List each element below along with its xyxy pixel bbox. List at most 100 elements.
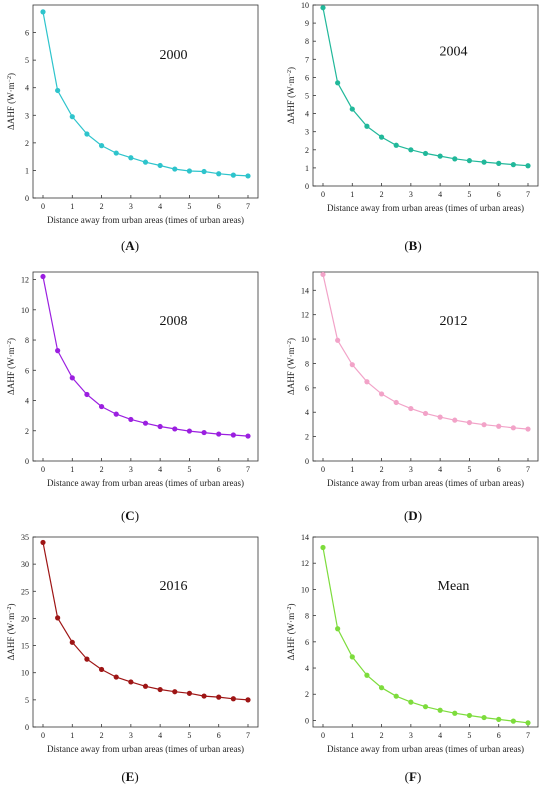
data-point <box>55 348 61 354</box>
data-point <box>437 414 443 420</box>
data-point <box>172 426 178 432</box>
y-tick-label: 3 <box>25 111 29 120</box>
data-point <box>393 142 399 148</box>
data-point <box>157 686 163 693</box>
x-tick-label: 6 <box>217 731 221 740</box>
y-tick-label: 35 <box>21 533 29 542</box>
plot-frame <box>312 536 539 728</box>
panel-annotation: 2000 <box>160 48 188 63</box>
y-tick-label: 10 <box>21 669 29 678</box>
panel-annotation: 2012 <box>440 314 468 329</box>
y-tick-label: 6 <box>305 73 309 82</box>
data-point <box>157 162 163 169</box>
data-point <box>422 704 429 710</box>
series-line <box>322 274 529 430</box>
data-point <box>172 166 178 172</box>
x-tick-label: 7 <box>526 190 530 199</box>
panel-annotation: 2008 <box>160 314 188 329</box>
x-tick-label: 6 <box>497 465 501 474</box>
x-tick-label: 1 <box>350 190 354 199</box>
series-line <box>42 542 249 701</box>
x-tick-label: 7 <box>526 731 530 740</box>
data-point <box>510 718 516 724</box>
plot-frame <box>312 271 539 462</box>
data-point <box>378 134 385 140</box>
x-tick-label: 1 <box>70 202 74 211</box>
panel-label: (B) <box>404 238 421 253</box>
y-tick-label: 4 <box>25 84 29 93</box>
data-point <box>40 273 46 280</box>
plot-frame <box>32 271 259 462</box>
data-point <box>422 410 429 417</box>
data-point <box>481 714 487 721</box>
panel-annotation: 2016 <box>160 579 188 594</box>
data-point <box>364 123 370 129</box>
x-tick-label: 3 <box>409 731 413 740</box>
x-tick-label: 5 <box>187 731 191 740</box>
data-point <box>525 720 531 726</box>
data-point <box>172 689 178 695</box>
data-point <box>378 685 385 691</box>
x-tick-label: 4 <box>438 731 442 740</box>
data-point <box>245 697 251 703</box>
x-tick-label: 4 <box>158 202 162 211</box>
x-tick-label: 5 <box>467 731 471 740</box>
x-tick-label: 0 <box>321 190 325 199</box>
x-tick-label: 4 <box>438 465 442 474</box>
data-point <box>84 131 90 137</box>
x-tick-label: 7 <box>246 465 250 474</box>
data-point <box>98 403 105 410</box>
y-tick-label: 4 <box>305 664 309 673</box>
x-tick-label: 3 <box>129 731 133 740</box>
data-point <box>335 337 341 343</box>
y-tick-label: 7 <box>305 55 309 64</box>
y-tick-label: 0 <box>25 723 29 732</box>
data-point <box>349 654 355 660</box>
data-point <box>216 171 222 177</box>
y-tick-label: 20 <box>21 614 29 623</box>
panel-annotation: Mean <box>438 579 470 594</box>
data-point <box>481 422 487 428</box>
data-point <box>142 420 149 426</box>
x-axis-label: Distance away from urban areas (times of… <box>47 215 244 225</box>
panel-label: (E) <box>121 769 138 784</box>
data-point <box>245 173 251 179</box>
data-point <box>408 147 414 153</box>
data-point <box>157 423 163 430</box>
x-axis-label: Distance away from urban areas (times of… <box>47 478 244 488</box>
y-tick-label: 10 <box>301 1 309 10</box>
data-point <box>201 429 207 436</box>
data-point <box>40 9 46 15</box>
data-point <box>128 679 134 685</box>
x-tick-label: 1 <box>350 465 354 474</box>
data-point <box>466 419 473 426</box>
data-point <box>437 153 443 159</box>
data-point <box>364 379 370 385</box>
x-tick-label: 3 <box>409 190 413 199</box>
data-point <box>349 362 355 368</box>
y-tick-label: 5 <box>305 92 309 101</box>
panel-label: (D) <box>404 508 422 523</box>
y-tick-label: 15 <box>21 642 29 651</box>
data-point <box>422 150 429 157</box>
data-point <box>201 168 207 175</box>
y-tick-label: 6 <box>305 638 309 647</box>
data-point <box>216 431 222 437</box>
data-point <box>349 106 355 112</box>
data-point <box>186 690 193 696</box>
y-tick-label: 8 <box>305 612 309 621</box>
plot-frame <box>32 4 259 199</box>
data-point <box>69 639 75 645</box>
y-tick-label: 2 <box>25 427 29 436</box>
data-point <box>335 80 341 86</box>
data-point <box>230 696 236 702</box>
y-tick-label: 0 <box>25 194 29 203</box>
data-point <box>113 150 119 156</box>
data-point <box>142 159 149 165</box>
